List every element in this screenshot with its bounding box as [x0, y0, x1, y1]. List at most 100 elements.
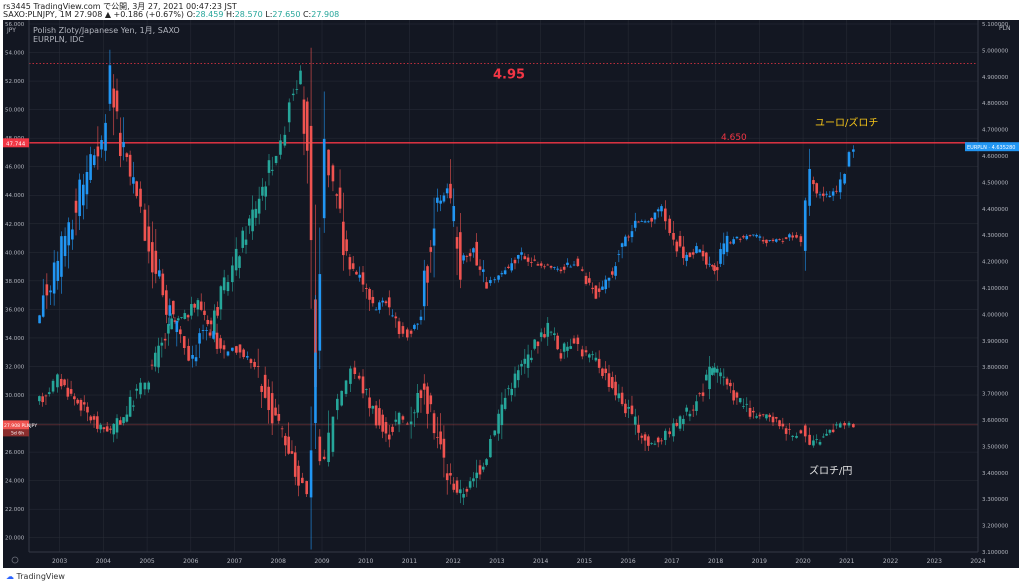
eurpln-candle [267, 386, 270, 411]
plnjpy-candle [244, 239, 248, 245]
eurpln-candle [852, 149, 855, 152]
right-tick-label: 4.500000 [982, 180, 1009, 186]
plnjpy-candle [449, 473, 452, 476]
eurpln-candle [475, 241, 479, 266]
eurpln-candle [843, 173, 846, 184]
high-label: H: [223, 10, 235, 19]
right-tick-label: 4.800000 [982, 101, 1009, 107]
plnjpy-countdown-tag [3, 429, 29, 437]
eurpln-candle [231, 347, 234, 351]
right-tick-label: 4.200000 [982, 260, 1009, 266]
eurpln-candle [559, 269, 563, 272]
plnjpy-candle [485, 459, 488, 465]
annotation-eurpln: ユーロ/ズロチ [815, 116, 878, 129]
eurpln-candle [413, 324, 416, 329]
eurpln-candle [781, 240, 785, 242]
plnjpy-candle [274, 155, 278, 164]
eurpln-candle [56, 260, 60, 281]
x-tick-label: 2009 [314, 558, 329, 565]
grid [29, 20, 979, 552]
eurpln-candle [112, 88, 116, 108]
tradingview-logo-icon: ☁ [6, 572, 14, 581]
eurpln-candle [348, 257, 352, 270]
eurpln-candle [588, 278, 591, 283]
tradingview-brand[interactable]: ☁ TradingView [6, 572, 65, 581]
plnjpy-candle [331, 416, 335, 452]
chart-svg[interactable]: 56.00054.00052.00050.00048.00046.00044.0… [3, 20, 1019, 568]
left-tick-label: 54.000 [5, 51, 25, 57]
eurpln-candle [147, 226, 151, 252]
plnjpy-candle [387, 434, 391, 440]
eurpln-candle [597, 288, 601, 292]
plnjpy-candle [264, 186, 268, 197]
eurpln-candle [627, 236, 630, 238]
x-tick-label: 2020 [795, 558, 810, 565]
eurpln-candle [643, 221, 647, 223]
plnjpy-candle [378, 408, 381, 426]
left-tick-label: 56.000 [5, 22, 25, 28]
plnjpy-candle [391, 426, 394, 432]
right-axis-unit: PLN [999, 25, 1010, 32]
plnjpy-candle [607, 373, 611, 387]
left-tick-label: 40.000 [5, 250, 25, 256]
plnjpy-candle [41, 396, 44, 403]
plnjpy-candle [193, 303, 196, 308]
eurpln-candle [533, 259, 536, 261]
x-tick-label: 2008 [271, 558, 286, 565]
eurpln-candle [342, 221, 345, 256]
eurpln-candle [513, 259, 517, 264]
plnjpy-candle [465, 488, 469, 492]
plnjpy-candle [562, 343, 566, 352]
plnjpy-candle [59, 378, 63, 387]
eurpln-candle [422, 270, 426, 307]
plnjpy-candle [241, 230, 245, 248]
plnjpy-candle [695, 401, 698, 411]
eurpln-candle [238, 344, 242, 353]
plnjpy-candle [234, 248, 238, 271]
eurpln-candle [633, 220, 637, 228]
eurpln-candle [705, 252, 708, 265]
plnjpy-candle [190, 304, 193, 316]
plnjpy-candle [442, 438, 446, 458]
eurpln-candle [497, 275, 500, 280]
x-tick-label: 2007 [227, 558, 242, 565]
plnjpy-candle [419, 390, 423, 398]
close-label: C: [300, 10, 312, 19]
eurpln-candle [89, 154, 92, 180]
eurpln-candle [115, 90, 119, 112]
low-value: 27.650 [272, 10, 301, 19]
plnjpy-candle [73, 396, 76, 400]
plnjpy-candle [381, 414, 384, 432]
plnjpy-candle [432, 413, 436, 434]
eurpln-candle [784, 237, 788, 239]
eurpln-candle [778, 239, 781, 241]
left-axis-unit: JPY [6, 27, 16, 34]
eurpln-candle [566, 262, 569, 265]
eurpln-candle [287, 436, 290, 454]
plnjpy-candle [633, 416, 637, 425]
plnjpy-candle [139, 382, 142, 395]
plnjpy-candle [812, 440, 815, 446]
plnjpy-candle [344, 380, 348, 394]
eurpln-candle [485, 282, 488, 289]
eurpln-candle [38, 315, 41, 324]
right-tick-label: 3.300000 [982, 497, 1009, 503]
eurpln-candle [715, 267, 719, 271]
eurpln-candle [617, 253, 621, 255]
x-tick-label: 2022 [883, 558, 898, 565]
chart-area[interactable]: 56.00054.00052.00050.00048.00046.00044.0… [3, 20, 1019, 568]
eurpln-candle [52, 262, 56, 294]
plnjpy-candle [163, 338, 167, 341]
eurpln-candle [791, 235, 794, 238]
plnjpy-candle [69, 389, 73, 394]
plnjpy-candle [588, 354, 591, 358]
plnjpy-candle [436, 436, 439, 438]
eurpln-candle [788, 234, 791, 238]
plnjpy-candle [150, 364, 154, 366]
right-tick-label: 3.500000 [982, 444, 1009, 450]
eurpln-candle [546, 264, 550, 266]
right-tick-label: 5.000000 [982, 48, 1009, 54]
plnjpy-candle [147, 382, 151, 390]
plnjpy-candle [774, 417, 778, 419]
plnjpy-candle [79, 399, 83, 411]
